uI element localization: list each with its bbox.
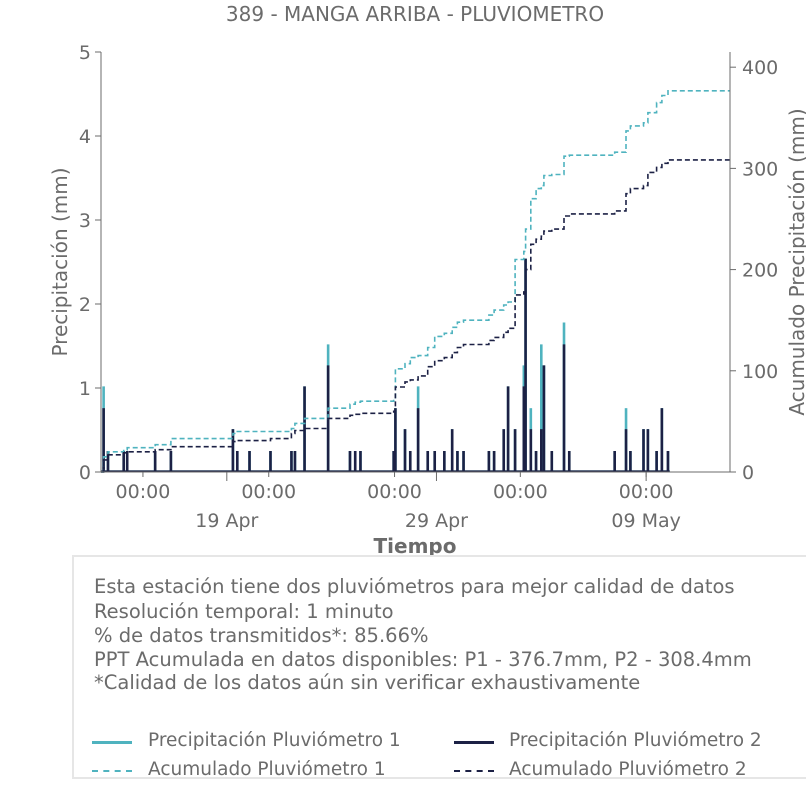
series-precip-p2 xyxy=(101,258,670,473)
x-minor-tick-label: 00:00 xyxy=(116,481,171,503)
info-line-2: Resolución temporal: 1 minuto xyxy=(94,600,394,623)
y-tick-label-right: 0 xyxy=(742,462,754,484)
x-major-tick-label: 09 May xyxy=(611,510,681,532)
x-ticks: 00:00 00:00 00:00 00:00 00:00 19 Apr 29 Apr 09 … xyxy=(116,472,681,532)
y-ticks-left: 0 1 2 3 4 5 xyxy=(79,42,101,484)
x-major-tick-label: 19 Apr xyxy=(195,510,258,532)
legend-label-a1: Acumulado Pluviómetro 1 xyxy=(148,759,386,780)
y-tick-label: 5 xyxy=(79,42,91,64)
series-precip-p1 xyxy=(101,258,670,473)
y-axis-label-right: Acumulado Precipitación (mm) xyxy=(785,108,806,415)
legend-swatch-a2 xyxy=(454,770,494,772)
y-ticks-right: 0 100 200 300 400 xyxy=(730,57,778,484)
chart: 389 - MANGA ARRIBA - PLUVIOMETRO 012345 … xyxy=(48,2,806,558)
x-minor-tick-label: 00:00 xyxy=(493,481,548,503)
legend-label-p1: Precipitación Pluviómetro 1 xyxy=(148,730,401,751)
legend-swatch-a1 xyxy=(92,770,132,772)
y-tick-label: 1 xyxy=(79,378,91,400)
legend-swatch-p2 xyxy=(454,741,494,744)
x-minor-tick-label: 00:00 xyxy=(619,481,674,503)
y-tick-label: 2 xyxy=(79,294,91,316)
info-line-4: PPT Acumulada en datos disponibles: P1 -… xyxy=(94,648,752,671)
y-axis-label-left: Precipitación (mm) xyxy=(48,167,72,356)
x-minor-tick-label: 00:00 xyxy=(241,481,296,503)
x-minor-tick-label: 00:00 xyxy=(367,481,422,503)
y-tick-label-right: 200 xyxy=(742,260,778,282)
legend-label-a2: Acumulado Pluviómetro 2 xyxy=(509,759,747,780)
y-tick-label: 3 xyxy=(79,210,91,232)
x-major-tick-label: 29 Apr xyxy=(405,510,468,532)
legend-swatch-p1 xyxy=(92,741,132,744)
y-tick-label: 4 xyxy=(79,126,91,148)
chart-title: 389 - MANGA ARRIBA - PLUVIOMETRO xyxy=(226,2,604,26)
info-box: Esta estación tiene dos pluviómetros par… xyxy=(72,555,806,780)
info-line-1: Esta estación tiene dos pluviómetros par… xyxy=(94,575,735,598)
y-tick-label-right: 100 xyxy=(742,361,778,383)
info-line-3: % de datos transmitidos*: 85.66% xyxy=(94,624,429,647)
info-line-5: *Calidad de los datos aún sin verificar … xyxy=(94,671,641,694)
series-acumulado-p2 xyxy=(101,159,730,473)
y-tick-label-right: 300 xyxy=(742,158,778,180)
legend-label-p2: Precipitación Pluviómetro 2 xyxy=(509,730,762,751)
series-acumulado-p1 xyxy=(101,90,730,473)
x-axis-label: Tiempo xyxy=(374,534,457,558)
y-tick-label-right: 400 xyxy=(742,57,778,79)
y-tick-label: 0 xyxy=(79,462,91,484)
axes xyxy=(100,52,731,473)
